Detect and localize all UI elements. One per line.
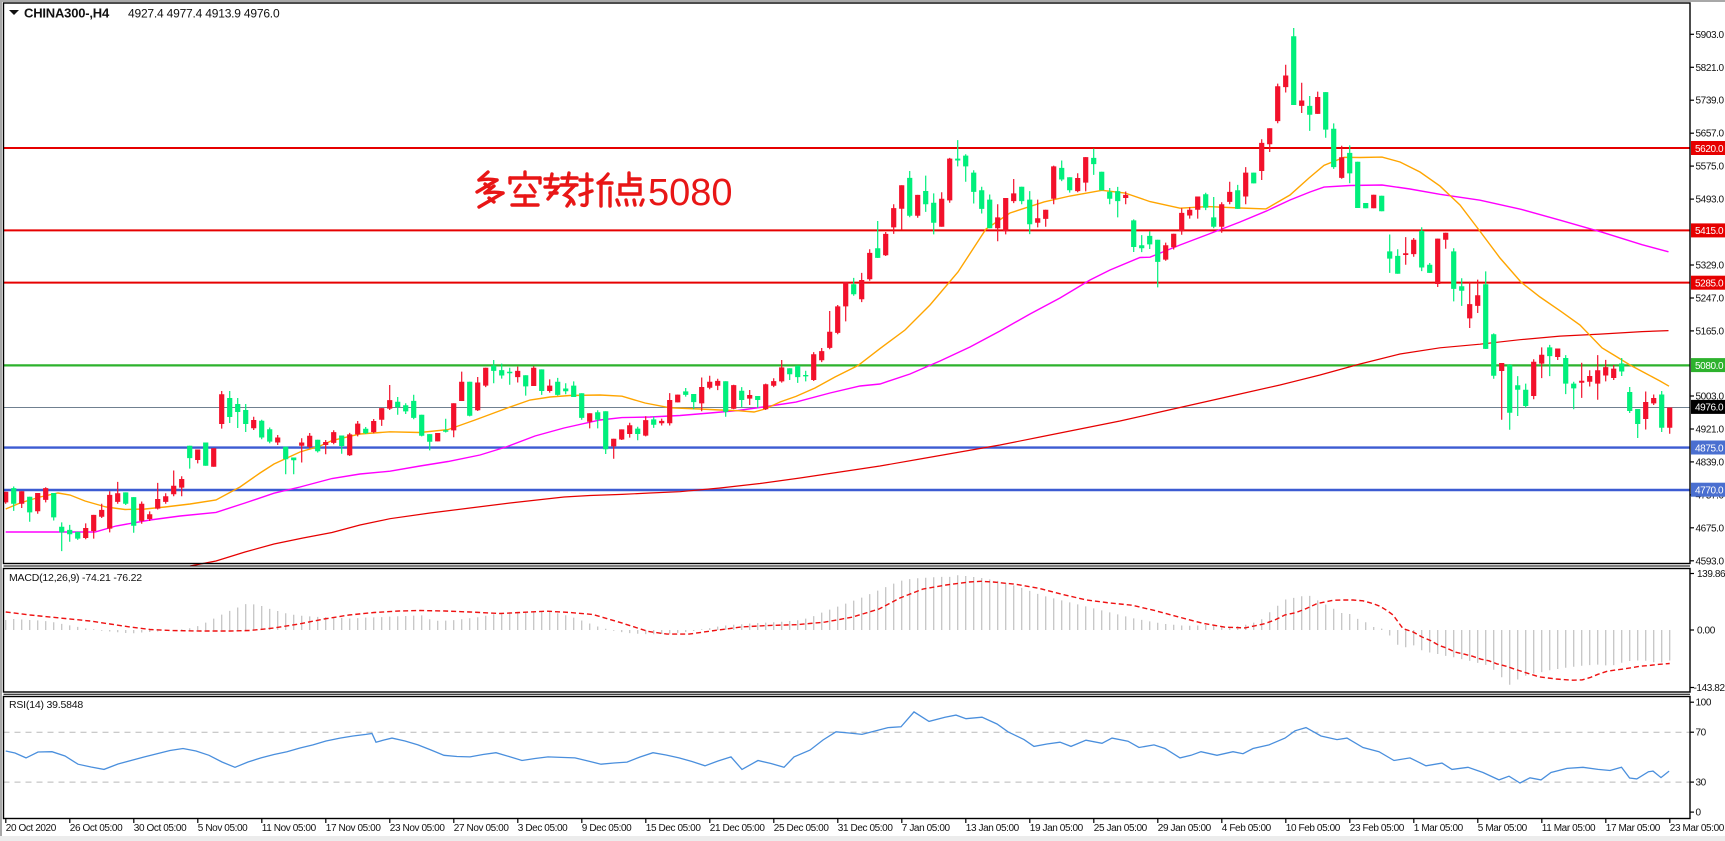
svg-text:31 Dec 05:00: 31 Dec 05:00 <box>838 823 894 834</box>
svg-text:5620.0: 5620.0 <box>1695 144 1724 155</box>
svg-text:20 Oct 2020: 20 Oct 2020 <box>6 823 57 834</box>
svg-text:4 Feb 05:00: 4 Feb 05:00 <box>1222 823 1272 834</box>
svg-text:15 Dec 05:00: 15 Dec 05:00 <box>646 823 702 834</box>
svg-text:-143.82: -143.82 <box>1694 683 1725 694</box>
svg-text:26 Oct 05:00: 26 Oct 05:00 <box>70 823 123 834</box>
svg-text:25 Jan 05:00: 25 Jan 05:00 <box>1094 823 1148 834</box>
svg-text:25 Dec 05:00: 25 Dec 05:00 <box>774 823 830 834</box>
svg-text:9 Dec 05:00: 9 Dec 05:00 <box>582 823 632 834</box>
svg-text:5 Nov 05:00: 5 Nov 05:00 <box>198 823 248 834</box>
svg-text:3 Dec 05:00: 3 Dec 05:00 <box>518 823 568 834</box>
svg-text:4839.0: 4839.0 <box>1696 457 1725 468</box>
svg-text:5575.0: 5575.0 <box>1696 162 1725 173</box>
svg-text:4770.0: 4770.0 <box>1695 486 1724 497</box>
svg-text:17 Nov 05:00: 17 Nov 05:00 <box>326 823 382 834</box>
svg-text:5080.0: 5080.0 <box>1695 361 1724 372</box>
svg-text:5329.0: 5329.0 <box>1696 261 1725 272</box>
svg-text:4875.0: 4875.0 <box>1695 443 1724 454</box>
svg-text:23 Mar 05:00: 23 Mar 05:00 <box>1670 823 1725 834</box>
svg-text:30 Oct 05:00: 30 Oct 05:00 <box>134 823 187 834</box>
svg-text:23 Nov 05:00: 23 Nov 05:00 <box>390 823 446 834</box>
svg-text:27 Nov 05:00: 27 Nov 05:00 <box>454 823 510 834</box>
svg-text:5903.0: 5903.0 <box>1696 30 1725 41</box>
svg-text:5080: 5080 <box>648 172 733 214</box>
svg-text:11 Nov 05:00: 11 Nov 05:00 <box>262 823 317 834</box>
svg-text:MACD(12,26,9) -74.21 -76.22: MACD(12,26,9) -74.21 -76.22 <box>9 572 142 584</box>
svg-text:1 Mar 05:00: 1 Mar 05:00 <box>1414 823 1464 834</box>
svg-text:5 Mar 05:00: 5 Mar 05:00 <box>1478 823 1528 834</box>
svg-text:5415.0: 5415.0 <box>1695 226 1724 237</box>
svg-text:0: 0 <box>1696 808 1702 819</box>
svg-text:10 Feb 05:00: 10 Feb 05:00 <box>1286 823 1341 834</box>
svg-text:0.00: 0.00 <box>1697 626 1716 637</box>
svg-text:5165.0: 5165.0 <box>1696 326 1725 337</box>
svg-text:4593.0: 4593.0 <box>1696 556 1725 567</box>
svg-text:70: 70 <box>1696 728 1707 739</box>
svg-text:5285.0: 5285.0 <box>1695 279 1724 290</box>
svg-text:5493.0: 5493.0 <box>1696 195 1725 206</box>
svg-text:29 Jan 05:00: 29 Jan 05:00 <box>1158 823 1212 834</box>
svg-text:5821.0: 5821.0 <box>1696 63 1725 74</box>
svg-text:RSI(14) 39.5848: RSI(14) 39.5848 <box>9 699 83 711</box>
svg-text:23 Feb 05:00: 23 Feb 05:00 <box>1350 823 1405 834</box>
svg-text:21 Dec 05:00: 21 Dec 05:00 <box>710 823 766 834</box>
svg-text:4927.4 4977.4 4913.9 4976.0: 4927.4 4977.4 4913.9 4976.0 <box>128 7 280 21</box>
svg-text:CHINA300-,H4: CHINA300-,H4 <box>24 6 110 21</box>
svg-text:17 Mar 05:00: 17 Mar 05:00 <box>1606 823 1661 834</box>
svg-text:30: 30 <box>1696 778 1707 789</box>
svg-text:100: 100 <box>1696 698 1712 709</box>
svg-text:7 Jan 05:00: 7 Jan 05:00 <box>902 823 951 834</box>
svg-text:5739.0: 5739.0 <box>1696 96 1725 107</box>
svg-text:5247.0: 5247.0 <box>1696 294 1725 305</box>
svg-text:4921.0: 4921.0 <box>1696 425 1725 436</box>
svg-text:11 Mar 05:00: 11 Mar 05:00 <box>1542 823 1596 834</box>
svg-text:5657.0: 5657.0 <box>1696 129 1725 140</box>
svg-text:19 Jan 05:00: 19 Jan 05:00 <box>1030 823 1084 834</box>
svg-text:4976.0: 4976.0 <box>1695 403 1724 414</box>
svg-text:139.86: 139.86 <box>1697 569 1725 580</box>
svg-text:13 Jan 05:00: 13 Jan 05:00 <box>966 823 1020 834</box>
svg-text:4675.0: 4675.0 <box>1696 523 1725 534</box>
svg-text:5003.0: 5003.0 <box>1696 392 1725 403</box>
